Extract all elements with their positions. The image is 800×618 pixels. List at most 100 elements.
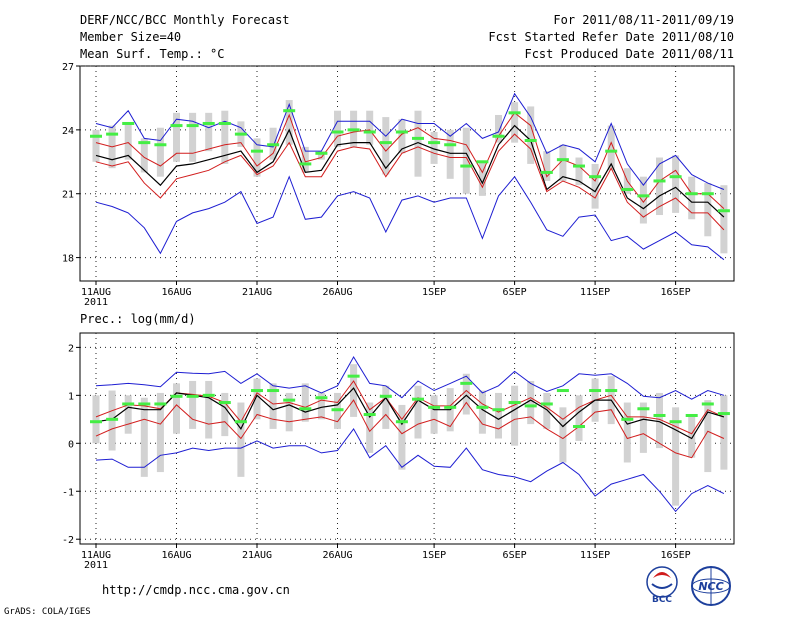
spread-bar (575, 157, 583, 186)
x-tick-label: 11AUG (81, 550, 111, 561)
x-tick-label: 26AUG (322, 287, 352, 298)
spread-bar (639, 402, 647, 453)
spread-bar (688, 416, 696, 458)
x-tick-label: 26AUG (322, 550, 352, 561)
ensemble-mark (556, 158, 569, 162)
spread-bar (511, 385, 519, 446)
ensemble-mark (653, 413, 666, 417)
x-tick-label: 21AUG (242, 550, 272, 561)
x-tick-label: 11SEP (580, 550, 610, 561)
ncc-logo-text: NCC (698, 580, 723, 593)
series-line-p-lower (95, 399, 725, 459)
y-tick-label: -2 (62, 535, 74, 546)
spread-bar (495, 114, 502, 143)
y-tick-label: 2 (68, 343, 74, 354)
x-tick-label: 16SEP (661, 287, 691, 298)
ensemble-mark (573, 425, 585, 429)
ensemble-mark (122, 402, 135, 406)
series-line-max (95, 356, 725, 400)
y-tick-label: 27 (62, 62, 74, 73)
member-size: Member Size=40 (80, 30, 181, 44)
spread-bar (124, 123, 132, 160)
series-line-min (95, 175, 725, 261)
bcc-logo: BCC (646, 566, 678, 605)
spread-bar (189, 112, 197, 162)
spread-bar (366, 402, 374, 453)
spread-bar (720, 395, 728, 470)
spread-bar (575, 395, 583, 441)
series-line-p-upper (95, 112, 725, 209)
ensemble-mark (637, 194, 650, 198)
spread-bar (414, 385, 422, 439)
ensemble-mark (476, 405, 489, 409)
spread-bar (462, 373, 470, 415)
bcc-logo-text: BCC (652, 595, 672, 605)
x-tick-label: 16AUG (161, 287, 191, 298)
spread-bar (704, 183, 712, 237)
spread-bar (543, 392, 551, 429)
x-tick-label: 16AUG (161, 550, 191, 561)
ensemble-mark (267, 143, 280, 147)
ensemble-mark (283, 398, 296, 402)
ensemble-mark (90, 134, 102, 138)
spread-bar (720, 185, 728, 254)
bcc-logo-wave-icon (651, 583, 673, 589)
ensemble-mark (653, 179, 666, 183)
source-url: http://cmdp.ncc.cma.gov.cn (102, 583, 290, 597)
ensemble-mark (122, 121, 135, 125)
spread-bar (334, 110, 341, 147)
ensemble-mark (492, 408, 505, 412)
spread-bar (656, 392, 663, 449)
series-line-p-upper (95, 380, 725, 435)
ensemble-mark (621, 417, 634, 421)
ensemble-mark (315, 151, 328, 155)
ensemble-mark (90, 420, 102, 424)
spread-bar (92, 129, 100, 162)
ensemble-mark (347, 128, 360, 132)
ensemble-mark (234, 420, 247, 424)
spread-bar (317, 151, 325, 160)
y-tick-label: 24 (62, 126, 74, 137)
x-tick-label: 21AUG (242, 287, 272, 298)
ensemble-mark (202, 393, 215, 397)
ensemble-mark (428, 141, 441, 145)
spread-bar (607, 125, 615, 171)
ensemble-mark (315, 396, 328, 400)
grads-credit: GrADS: COLA/IGES (4, 607, 91, 617)
spread-bar (140, 138, 148, 173)
spread-bar (221, 392, 229, 437)
spread-bar (189, 380, 197, 429)
ensemble-mark (573, 164, 585, 168)
spread-bar (156, 392, 164, 473)
ensemble-mark (524, 139, 537, 143)
spread-bar (495, 392, 502, 439)
plot-frame (79, 332, 735, 545)
ensemble-mark (540, 402, 553, 406)
ensemble-mark (589, 389, 602, 393)
spread-bar (124, 395, 132, 434)
ensemble-mark (331, 130, 344, 134)
spread-bar (527, 380, 535, 425)
spread-bar (430, 395, 438, 434)
ensemble-mark (669, 175, 682, 179)
series-line-max (95, 92, 725, 190)
spread-bar (285, 100, 293, 145)
spread-bar (527, 106, 535, 164)
spread-bar (478, 161, 486, 196)
spread-bar (205, 380, 213, 439)
ensemble-mark (701, 402, 714, 406)
ensemble-mark (283, 109, 296, 113)
spread-bar (623, 402, 631, 463)
spread-bar (398, 119, 406, 154)
spread-bar (511, 102, 519, 143)
ensemble-mark (379, 141, 392, 145)
spread-bar (317, 392, 325, 420)
ensemble-mark (138, 141, 151, 145)
ensemble-mark (508, 401, 521, 405)
ensemble-mark (234, 132, 247, 136)
ensemble-mark (412, 397, 424, 401)
ensemble-mark (508, 111, 521, 115)
ensemble-mark (106, 417, 119, 421)
ensemble-mark (170, 124, 183, 128)
ensemble-mark (476, 160, 489, 164)
